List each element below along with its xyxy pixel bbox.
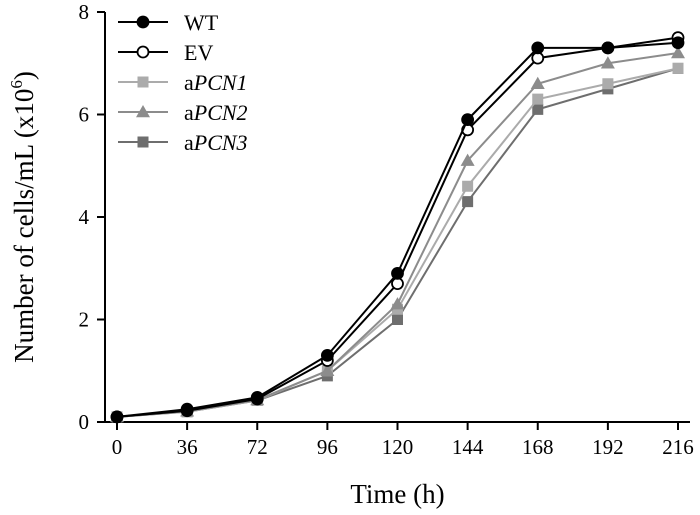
y-ticks: 0 2 4 6 8 bbox=[79, 0, 105, 434]
x-axis-label: Time (h) bbox=[350, 479, 444, 509]
x-tick-label: 72 bbox=[247, 435, 268, 459]
data-point bbox=[532, 103, 544, 115]
data-point bbox=[530, 76, 545, 89]
x-tick-label: 216 bbox=[662, 435, 694, 459]
data-point bbox=[320, 348, 334, 362]
legend-marker bbox=[137, 136, 149, 148]
legend-label: aPCN3 bbox=[184, 130, 248, 155]
series-0 bbox=[110, 36, 685, 424]
legend-label-prefix: a bbox=[184, 100, 194, 125]
legend-label-gene: PCN2 bbox=[193, 100, 248, 125]
data-point bbox=[531, 41, 545, 55]
data-point bbox=[320, 363, 335, 376]
data-point bbox=[110, 410, 124, 424]
series-line bbox=[116, 41, 679, 418]
x-ticks: 0 36 72 96 120 144 168 192 216 bbox=[112, 422, 694, 459]
x-tick-label: 96 bbox=[317, 435, 338, 459]
y-tick-label: 4 bbox=[79, 205, 90, 229]
x-tick-label: 144 bbox=[452, 435, 484, 459]
legend-marker bbox=[137, 76, 149, 88]
data-point bbox=[462, 180, 474, 192]
data-point bbox=[601, 41, 615, 55]
legend-label-gene: PCN1 bbox=[193, 70, 248, 95]
data-point bbox=[672, 62, 684, 74]
y-tick-label: 8 bbox=[79, 0, 90, 24]
legend-entry: aPCN2 bbox=[118, 100, 248, 125]
legend-entry: aPCN3 bbox=[118, 130, 248, 155]
data-point bbox=[532, 93, 544, 105]
data-point bbox=[462, 196, 474, 208]
legend-entry: aPCN1 bbox=[118, 70, 248, 95]
y-tick-label: 6 bbox=[79, 103, 90, 127]
data-point bbox=[392, 314, 403, 325]
y-tick-label: 0 bbox=[79, 410, 90, 434]
legend-label: EV bbox=[184, 40, 213, 65]
legend-marker bbox=[136, 105, 150, 118]
data-point bbox=[391, 266, 404, 280]
legend-entry: WT bbox=[118, 10, 219, 35]
data-point bbox=[250, 390, 264, 404]
data-point bbox=[531, 51, 545, 65]
x-tick-label: 192 bbox=[592, 435, 624, 459]
data-point bbox=[600, 56, 615, 69]
x-tick-label: 36 bbox=[177, 435, 198, 459]
legend-entry: EV bbox=[118, 40, 213, 65]
data-point bbox=[460, 153, 475, 166]
legend-label-plain: EV bbox=[184, 40, 213, 65]
y-tick-label: 2 bbox=[79, 308, 90, 332]
legend-marker bbox=[136, 45, 150, 59]
data-point bbox=[671, 46, 685, 59]
legend-label-prefix: a bbox=[184, 130, 194, 155]
legend-label: aPCN1 bbox=[184, 70, 248, 95]
data-point bbox=[461, 113, 475, 127]
data-point bbox=[390, 297, 405, 310]
legend-label-prefix: a bbox=[184, 70, 194, 95]
legend-label: aPCN2 bbox=[184, 100, 248, 125]
legend-marker bbox=[136, 15, 150, 29]
x-tick-label: 168 bbox=[522, 435, 554, 459]
x-tick-label: 0 bbox=[112, 435, 123, 459]
data-point bbox=[671, 36, 685, 50]
y-axis-label-sup: 6 bbox=[7, 80, 26, 89]
x-tick-label: 120 bbox=[382, 435, 414, 459]
legend-label-gene: PCN3 bbox=[193, 130, 248, 155]
y-axis-label: Number of cells/mL (x106) bbox=[7, 71, 39, 363]
y-axis-label-main: Number of cells/mL (x10 bbox=[9, 89, 39, 363]
data-point bbox=[602, 78, 614, 90]
y-axis-label-close: ) bbox=[9, 71, 39, 80]
legend-label: WT bbox=[184, 10, 219, 35]
series-layer bbox=[110, 31, 685, 424]
data-point bbox=[180, 402, 194, 416]
legend-label-plain: WT bbox=[184, 10, 219, 35]
